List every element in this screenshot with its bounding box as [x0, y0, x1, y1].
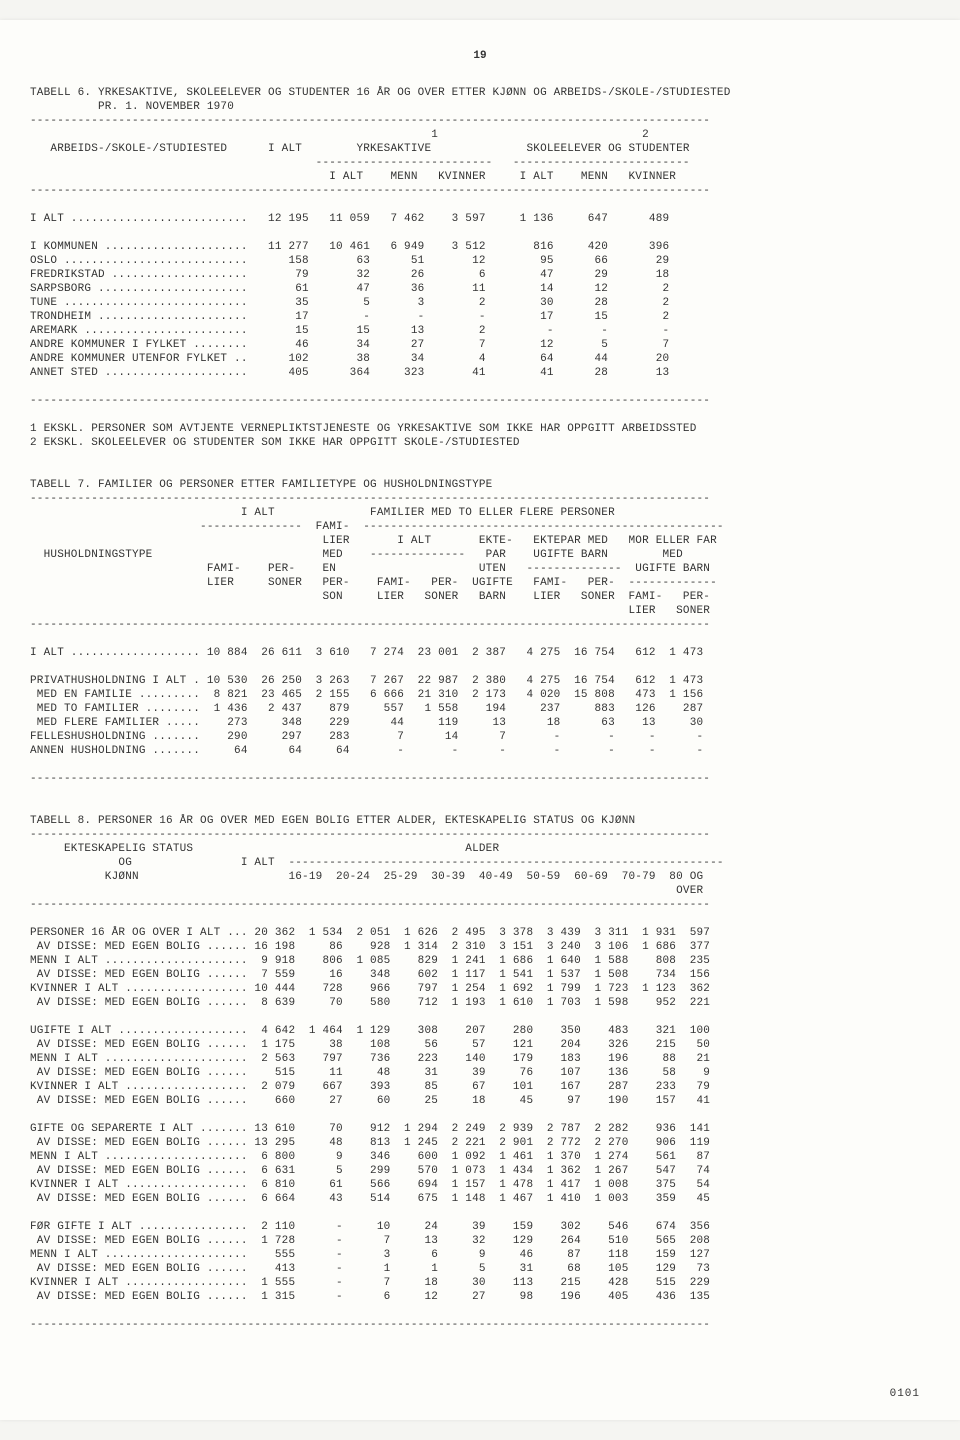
table-7: TABELL 7. FAMILIER OG PERSONER ETTER FAM… [30, 478, 930, 786]
table-8-content: TABELL 8. PERSONER 16 ÅR OG OVER MED EGE… [30, 814, 930, 1332]
document-page: 19 TABELL 6. YRKESAKTIVE, SKOLEELEVER OG… [0, 20, 960, 1420]
table-8: TABELL 8. PERSONER 16 ÅR OG OVER MED EGE… [30, 814, 930, 1332]
footer-code: 0101 [890, 1388, 920, 1400]
table-6: TABELL 6. YRKESAKTIVE, SKOLEELEVER OG ST… [30, 86, 930, 450]
table-6-content: TABELL 6. YRKESAKTIVE, SKOLEELEVER OG ST… [30, 86, 930, 450]
page-number: 19 [30, 50, 930, 62]
table-7-content: TABELL 7. FAMILIER OG PERSONER ETTER FAM… [30, 478, 930, 786]
